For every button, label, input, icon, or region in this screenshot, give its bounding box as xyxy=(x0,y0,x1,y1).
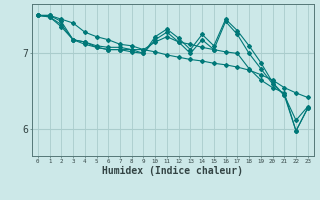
X-axis label: Humidex (Indice chaleur): Humidex (Indice chaleur) xyxy=(102,166,243,176)
